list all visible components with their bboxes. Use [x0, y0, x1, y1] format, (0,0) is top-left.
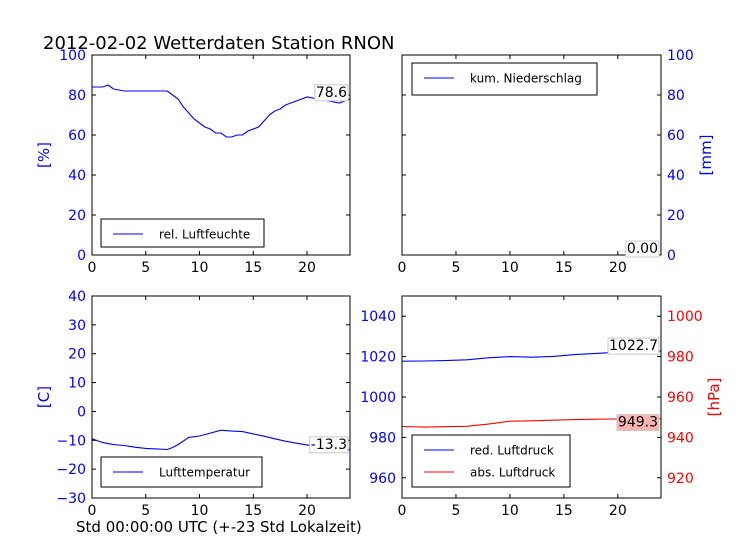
y-tick-label: 80 [667, 88, 685, 104]
chart-humidity: 0 5 10 15 20 0 20 40 60 80 100 [%] rel. Luftfeuchte 7… [35, 48, 351, 276]
x-tick-label: 20 [298, 503, 316, 519]
x-axis-label-common: Std 00:00:00 UTC (+-23 Std Lokalzeit) [76, 518, 362, 536]
y-tick-label: 40 [68, 168, 86, 184]
y-tick-label: 980 [667, 350, 694, 366]
x-tick-label: 20 [609, 260, 627, 276]
x-tick-label: 0 [398, 503, 407, 519]
x-tick-label: 10 [501, 260, 519, 276]
x-tick-label: 5 [451, 260, 460, 276]
y-tick-label: 20 [667, 208, 685, 224]
chart-temperature: 0 5 10 15 20 −30 −20 −10 0 10 20 30 40 [C] Lufttempera… [35, 289, 351, 519]
y-tick-label: 920 [667, 471, 694, 487]
x-tick-label: 20 [609, 503, 627, 519]
legend-label: Lufttemperatur [159, 466, 250, 480]
x-tick-label: 10 [191, 260, 209, 276]
y-tick-label: −10 [56, 433, 86, 449]
x-tick-label: 0 [88, 260, 97, 276]
last-value-label-red-luftdruck-box [607, 337, 660, 355]
y-tick-label: 40 [68, 289, 86, 305]
last-value-label: -13.3 [311, 437, 347, 453]
last-value-label-box [625, 240, 660, 258]
y-axis-label-right: [hPa] [705, 378, 723, 417]
y-tick-label: 80 [68, 88, 86, 104]
y-axis-label: [C] [35, 386, 53, 408]
y-tick-label: −30 [56, 491, 86, 507]
y-tick-label: 40 [667, 168, 685, 184]
last-value-label-box [314, 84, 349, 102]
figure-title: 2012-02-02 Wetterdaten Station RNON [43, 33, 394, 54]
x-tick-label: 15 [244, 503, 262, 519]
legend-label: abs. Luftdruck [470, 466, 555, 480]
y-tick-label: 1020 [360, 350, 396, 366]
y-tick-label: 0 [77, 248, 86, 264]
y-tick-label: 1000 [360, 390, 396, 406]
y-tick-label: 10 [68, 376, 86, 392]
chart-pressure: 0 5 10 15 20 960 980 1000 1020 1040 920 940 960 980 10… [360, 295, 723, 519]
axes-frame [401, 54, 662, 256]
x-tick-label: 20 [298, 260, 316, 276]
x-tick-label: 15 [555, 503, 573, 519]
y-tick-label: 20 [68, 208, 86, 224]
last-value-label: 0.00 [627, 241, 658, 257]
y-tick-label: 0 [77, 404, 86, 420]
legend-label: red. Luftdruck [470, 444, 554, 458]
y-tick-label: 0 [667, 248, 676, 264]
last-value-label-red-luftdruck: 1022.7 [609, 338, 658, 354]
x-tick-label: 5 [141, 503, 150, 519]
last-value-label-abs-luftdruck-box [616, 414, 660, 432]
x-tick-label: 15 [244, 260, 262, 276]
chart-precipitation: 0 5 10 15 20 0 20 40 60 80 100 [mm] kum. Niederschla… [398, 48, 715, 276]
y-tick-label: 60 [68, 128, 86, 144]
legend-label: rel. Luftfeuchte [159, 228, 250, 242]
y-tick-label: 100 [59, 48, 86, 64]
legend-box [411, 62, 598, 96]
y-tick-label: 960 [369, 471, 396, 487]
y-tick-label: 100 [667, 48, 694, 64]
axes-frame [91, 295, 351, 499]
y-tick-label: 940 [667, 430, 694, 446]
last-value-label-abs-luftdruck: 949.3 [618, 415, 658, 431]
y-tick-label: 960 [667, 390, 694, 406]
y-axis-label: [mm] [697, 135, 715, 176]
series-line-humidity [92, 84, 351, 138]
last-value-label: 78.6 [316, 85, 347, 101]
x-tick-label: 0 [88, 503, 97, 519]
x-tick-label: 10 [501, 503, 519, 519]
y-tick-label: 30 [68, 318, 86, 334]
last-value-label-box [309, 436, 349, 454]
y-tick-label: 60 [667, 128, 685, 144]
y-tick-label: −20 [56, 462, 86, 478]
x-tick-label: 0 [398, 260, 407, 276]
axes-frame [91, 54, 351, 256]
legend-box [100, 218, 265, 248]
x-tick-label: 15 [555, 260, 573, 276]
legend-box [411, 434, 571, 488]
x-tick-label: 10 [191, 503, 209, 519]
x-tick-label: 5 [141, 260, 150, 276]
y-tick-label: 980 [369, 430, 396, 446]
x-tick-label: 5 [451, 503, 460, 519]
legend-label: kum. Niederschlag [470, 72, 582, 86]
y-axis-label: [%] [35, 142, 53, 168]
series-line-temperature [91, 429, 351, 451]
y-tick-label: 1000 [667, 309, 703, 325]
y-tick-label: 20 [68, 347, 86, 363]
y-tick-label: 1040 [360, 309, 396, 325]
